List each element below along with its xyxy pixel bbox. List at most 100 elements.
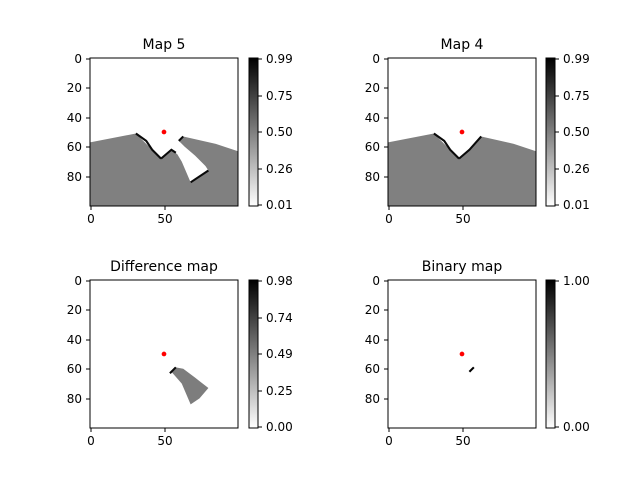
colorbar-tick-label: 1.00: [563, 274, 590, 288]
heatmap-edge-line: [160, 148, 177, 160]
heatmap-region-occupied-ground: [90, 133, 238, 206]
y-tick-label: 20: [67, 303, 82, 317]
robot-marker: [161, 351, 167, 357]
colorbar: 1.00 0.00: [545, 274, 590, 434]
heatmap-edges: [468, 366, 475, 373]
colorbar-gradient: [248, 57, 259, 207]
y-tick-label: 60: [67, 362, 82, 376]
x-tick-label: 50: [157, 434, 172, 448]
heatmap-edges: [169, 366, 177, 374]
y-axis: 0 20 40 60 80: [67, 52, 90, 184]
heatmap-edges: [433, 132, 483, 160]
y-tick-label: 20: [67, 81, 82, 95]
x-axis: 0 50: [87, 428, 173, 448]
colorbar-tick-label: 0.00: [563, 420, 590, 434]
y-tick-label: 80: [67, 170, 82, 184]
heatmap-plot: [388, 129, 536, 206]
colorbar-tick-label: 0.98: [266, 274, 293, 288]
x-tick-label: 0: [385, 434, 393, 448]
colorbar-gradient: [545, 57, 556, 207]
colorbar-tick-label: 0.75: [563, 89, 590, 103]
robot-marker: [459, 129, 465, 135]
panel-binary-map: Binary map 0 20 40 60 80 0 50: [365, 259, 590, 448]
heatmap-plot: [161, 351, 209, 405]
y-tick-label: 40: [365, 333, 380, 347]
heatmap-plot: [90, 129, 238, 206]
y-tick-label: 0: [372, 274, 380, 288]
panel-title: Difference map: [110, 259, 218, 275]
y-tick-label: 20: [365, 303, 380, 317]
plot-frame: [387, 57, 537, 207]
heatmap-edge-line: [169, 366, 177, 374]
colorbar: 0.99 0.75 0.50 0.26 0.01: [545, 52, 590, 212]
y-tick-label: 0: [74, 274, 82, 288]
y-tick-label: 60: [365, 362, 380, 376]
heatmap-cells: [388, 133, 536, 206]
plot-frame: [387, 279, 537, 429]
heatmap-region-difference-wedge: [171, 367, 209, 405]
heatmap-edge-line: [190, 169, 209, 184]
robot-marker: [161, 129, 167, 135]
heatmap-edge-line: [433, 132, 460, 160]
y-tick-label: 80: [365, 392, 380, 406]
x-tick-label: 0: [385, 212, 393, 226]
panel-map-5: Map 5 0 20 40 60 80 0 50 0: [67, 37, 293, 226]
heatmap-cells: [171, 367, 209, 405]
heatmap-edge-line: [178, 135, 184, 142]
x-tick-label: 50: [455, 212, 470, 226]
x-tick-label: 50: [455, 434, 470, 448]
x-tick-label: 50: [157, 212, 172, 226]
heatmap-edge-line: [468, 366, 475, 373]
y-tick-label: 40: [365, 111, 380, 125]
colorbar-tick-label: 0.26: [266, 162, 293, 176]
colorbar: 0.99 0.75 0.50 0.26 0.01: [248, 52, 293, 212]
y-tick-label: 40: [67, 111, 82, 125]
panel-title: Binary map: [422, 259, 503, 275]
heatmap-edge-line: [458, 135, 483, 160]
colorbar-gradient: [248, 279, 259, 429]
y-axis: 0 20 40 60 80: [365, 274, 388, 406]
panel-title: Map 5: [143, 37, 186, 53]
colorbar-tick-label: 0.99: [266, 52, 293, 66]
panel-difference-map: Difference map 0 20 40 60 80 0 50: [67, 259, 293, 448]
colorbar: 0.98 0.74 0.49 0.25 0.00: [248, 274, 293, 434]
colorbar-tick-label: 0.50: [266, 125, 293, 139]
y-tick-label: 80: [365, 170, 380, 184]
x-axis: 0 50: [385, 206, 471, 226]
x-axis: 0 50: [87, 206, 173, 226]
y-tick-label: 80: [67, 392, 82, 406]
x-tick-label: 0: [87, 212, 95, 226]
colorbar-tick-label: 0.50: [563, 125, 590, 139]
x-axis: 0 50: [385, 428, 471, 448]
y-tick-label: 60: [67, 140, 82, 154]
plot-frame: [89, 279, 239, 429]
robot-marker: [459, 351, 465, 357]
plot-frame: [89, 57, 239, 207]
colorbar-tick-label: 0.99: [563, 52, 590, 66]
x-tick-label: 0: [87, 434, 95, 448]
y-axis: 0 20 40 60 80: [365, 52, 388, 184]
colorbar-tick-label: 0.01: [266, 198, 293, 212]
colorbar-tick-label: 0.49: [266, 347, 293, 361]
y-tick-label: 20: [365, 81, 380, 95]
y-tick-label: 60: [365, 140, 380, 154]
panel-title: Map 4: [441, 37, 484, 53]
y-axis: 0 20 40 60 80: [67, 274, 90, 406]
heatmap-plot: [459, 351, 475, 373]
panel-map-4: Map 4 0 20 40 60 80 0 50 0: [365, 37, 590, 226]
heatmap-edge-line: [135, 132, 162, 160]
colorbar-tick-label: 0.01: [563, 198, 590, 212]
heatmap-edges: [135, 132, 209, 184]
heatmap-cells: [90, 133, 238, 206]
colorbar-tick-label: 0.74: [266, 311, 293, 325]
y-tick-label: 0: [74, 52, 82, 66]
y-tick-label: 40: [67, 333, 82, 347]
heatmap-region-occupied-ground: [388, 133, 536, 206]
colorbar-tick-label: 0.75: [266, 89, 293, 103]
colorbar-tick-label: 0.00: [266, 420, 293, 434]
colorbar-gradient: [545, 279, 556, 429]
y-tick-label: 0: [372, 52, 380, 66]
colorbar-tick-label: 0.25: [266, 384, 293, 398]
colorbar-tick-label: 0.26: [563, 162, 590, 176]
